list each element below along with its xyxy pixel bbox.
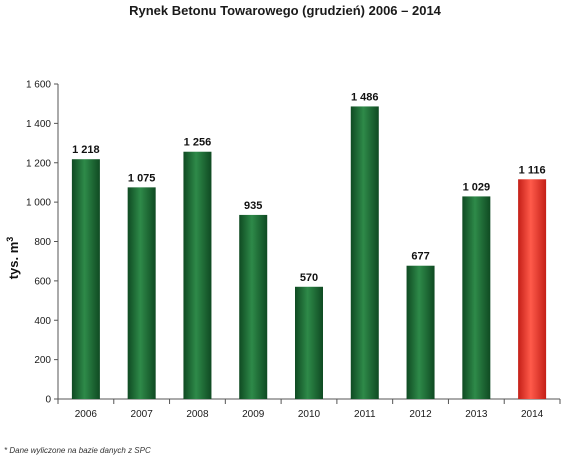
y-tick-label: 1 200 [26, 158, 51, 169]
bar-2012 [406, 265, 435, 399]
y-tick-label: 400 [34, 316, 51, 327]
bar-2014 [518, 179, 547, 399]
y-tick-label: 0 [45, 395, 51, 406]
bar-2007 [127, 187, 156, 399]
y-tick-label: 1 400 [26, 119, 51, 130]
y-tick-label: 1 000 [26, 198, 51, 209]
y-axis-label-superscript: 3 [5, 237, 15, 242]
y-axis-label-text: tys. m [6, 242, 21, 280]
x-tick-label-2006: 2006 [75, 409, 98, 420]
x-tick-label-2012: 2012 [409, 409, 432, 420]
y-axis-label: tys. m3 [5, 237, 21, 280]
bar-2009 [239, 214, 268, 399]
x-tick-label-2008: 2008 [186, 409, 209, 420]
y-tick-label: 600 [34, 276, 51, 287]
value-label-2010: 570 [300, 272, 318, 284]
bar-2006 [71, 159, 100, 399]
value-label-2011: 1 486 [351, 91, 379, 103]
bars [71, 106, 547, 399]
x-tick-label-2010: 2010 [298, 409, 321, 420]
x-tick-label-2014: 2014 [521, 409, 544, 420]
x-tick-label-2009: 2009 [242, 409, 265, 420]
bar-2013 [462, 196, 491, 399]
value-label-2012: 677 [411, 251, 429, 263]
value-label-2007: 1 075 [128, 172, 156, 184]
bar-2008 [183, 151, 212, 399]
value-labels: 1 218 1 075 1 256 935 570 1 486 677 1 029 1 116 [72, 91, 545, 283]
bar-2011 [350, 106, 379, 399]
value-label-2006: 1 218 [72, 144, 100, 156]
y-tick-label: 800 [34, 237, 51, 248]
y-axis: 0 200 400 600 800 1 000 1 200 1 400 1 600 [26, 80, 59, 406]
y-tick-label: 200 [34, 355, 51, 366]
bar-2010 [295, 286, 323, 399]
y-tick-label: 1 600 [26, 80, 51, 91]
x-tick-label-2013: 2013 [465, 409, 488, 420]
footnote: * Dane wyliczone na bazie danych z SPC [4, 446, 151, 455]
x-axis: 2006 2007 2008 2009 2010 2011 2012 2013 2014 [57, 398, 561, 420]
value-label-2008: 1 256 [184, 137, 212, 149]
chart-title: Rynek Betonu Towarowego (grudzień) 2006 … [129, 3, 442, 18]
value-label-2014: 1 116 [519, 164, 546, 176]
x-tick-label-2011: 2011 [354, 409, 376, 420]
x-tick-label-2007: 2007 [131, 409, 154, 420]
value-label-2009: 935 [244, 200, 262, 212]
value-label-2013: 1 029 [463, 181, 491, 193]
